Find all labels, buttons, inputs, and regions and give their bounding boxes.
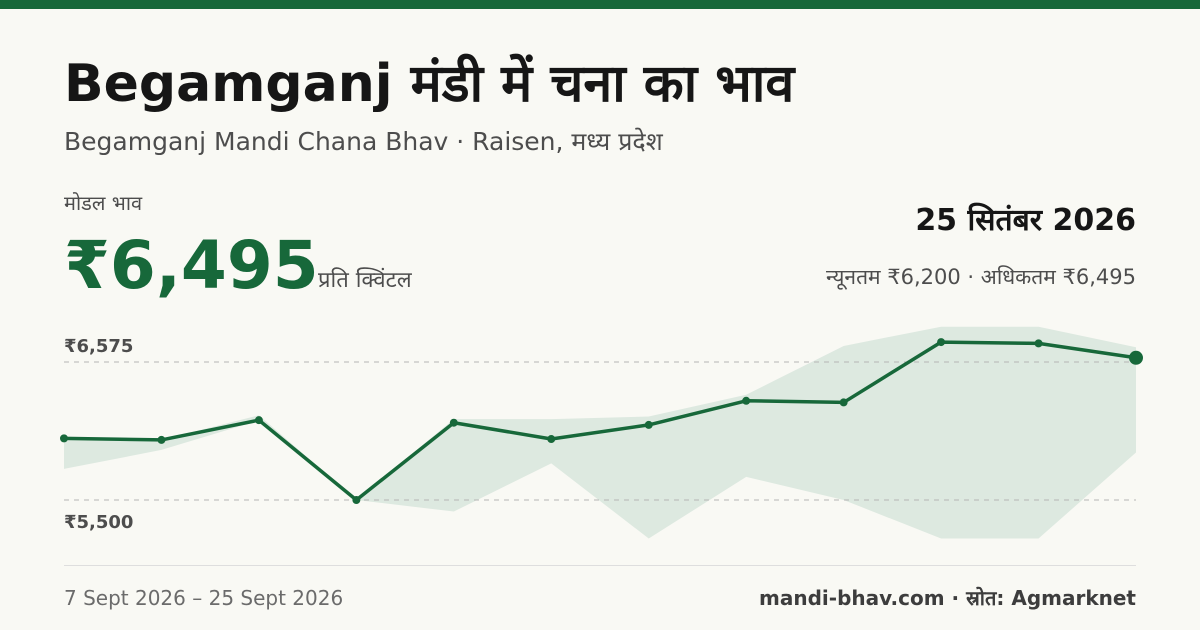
data-point — [547, 435, 556, 444]
data-point — [839, 398, 848, 407]
data-point — [254, 416, 263, 425]
min-max-range: न्यूनतम ₹6,200 · अधिकतम ₹6,495 — [826, 265, 1136, 289]
latest-data-point — [1129, 350, 1143, 365]
source-credit: mandi-bhav.com · स्रोत: Agmarknet — [759, 586, 1136, 610]
data-point — [644, 420, 653, 429]
top-accent-bar — [0, 0, 1200, 9]
price-unit: प्रति क्विंटल — [318, 268, 412, 293]
price-line — [62, 340, 1138, 502]
data-point — [1034, 339, 1043, 348]
date-range: 7 Sept 2026 – 25 Sept 2026 — [64, 586, 344, 610]
data-point — [742, 396, 751, 405]
price-chart: ₹6,575 ₹5,500 — [60, 326, 1143, 539]
report-date: 25 सितंबर 2026 — [915, 203, 1136, 238]
page-title: Begamganj मंडी में चना का भाव — [64, 54, 795, 114]
data-point — [937, 338, 946, 347]
data-point — [60, 434, 68, 443]
model-price-value: ₹6,495 — [64, 227, 319, 304]
model-price-label: मोडल भाव — [64, 191, 143, 215]
y-tick-label: ₹6,575 — [64, 336, 133, 357]
footer-divider — [64, 565, 1136, 566]
page-subtitle: Begamganj Mandi Chana Bhav · Raisen, मध्… — [64, 127, 663, 156]
y-tick-label: ₹5,500 — [64, 512, 133, 533]
data-point — [352, 496, 361, 504]
data-point — [449, 418, 458, 427]
data-point — [157, 435, 166, 444]
